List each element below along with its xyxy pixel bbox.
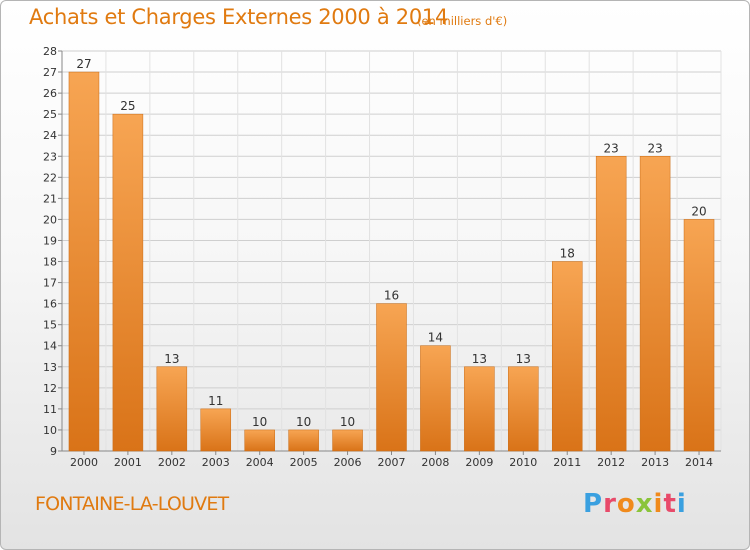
bar [156, 366, 188, 452]
data-label: 11 [208, 394, 223, 408]
x-tick-label: 2003 [202, 456, 230, 469]
x-tick-label: 2006 [334, 456, 362, 469]
bar [683, 219, 715, 452]
data-label: 27 [76, 57, 91, 71]
data-label: 18 [560, 247, 575, 261]
chart-title: Achats et Charges Externes 2000 à 2014 [29, 5, 449, 29]
x-tick-label: 2007 [378, 456, 406, 469]
y-tick-label: 15 [43, 319, 57, 332]
bar [288, 429, 319, 452]
x-tick-label: 2001 [114, 456, 142, 469]
x-tick-label: 2005 [290, 456, 318, 469]
y-tick-label: 19 [43, 234, 57, 247]
y-tick-label: 16 [43, 298, 57, 311]
axes: 9 10 11 12 13 14 15 16 17 18 19 20 21 22 23 24 25 26 27 28 2… [43, 45, 721, 469]
bar [244, 429, 275, 452]
y-tick-label: 12 [43, 382, 57, 395]
bar [68, 71, 100, 452]
x-tick-label: 2011 [553, 456, 581, 469]
x-tick-label: 2013 [641, 456, 669, 469]
data-label: 20 [691, 204, 706, 218]
y-tick-label: 18 [43, 256, 57, 269]
x-tick-label: 2014 [685, 456, 713, 469]
data-label: 23 [647, 141, 662, 155]
x-tick-label: 2009 [465, 456, 493, 469]
x-tick-label: 2004 [246, 456, 274, 469]
bar [376, 303, 407, 452]
y-tick-label: 28 [43, 45, 57, 58]
bar [508, 366, 539, 452]
data-label: 10 [252, 415, 267, 429]
bar [332, 429, 363, 452]
data-labels: 27 25 13 11 10 10 10 16 14 13 13 18 23 23 20 [76, 57, 706, 429]
y-tick-label: 23 [43, 150, 57, 163]
x-tick-label: 2000 [70, 456, 98, 469]
y-tick-label: 17 [43, 277, 57, 290]
y-tick-label: 11 [43, 403, 57, 416]
bar [200, 408, 232, 452]
data-label: 16 [384, 289, 399, 303]
data-label: 23 [604, 141, 619, 155]
x-tick-label: 2010 [509, 456, 537, 469]
bar [464, 366, 495, 452]
data-label: 10 [296, 415, 311, 429]
proxiti-logo[interactable]: Proxiti [583, 489, 687, 519]
y-tick-label: 24 [43, 129, 57, 142]
bar [112, 113, 144, 452]
y-tick-label: 9 [50, 445, 57, 458]
bar [420, 345, 451, 452]
data-label: 13 [516, 352, 531, 366]
x-tick-label: 2012 [597, 456, 625, 469]
commune-name: FONTAINE-LA-LOUVET [35, 493, 229, 515]
y-tick-label: 22 [43, 171, 57, 184]
bar [551, 261, 583, 452]
x-tick-label: 2002 [158, 456, 186, 469]
y-tick-label: 14 [43, 340, 57, 353]
y-tick-label: 21 [43, 192, 57, 205]
data-label: 13 [164, 352, 179, 366]
x-tick-label: 2008 [421, 456, 449, 469]
y-tick-label: 26 [43, 87, 57, 100]
y-tick-label: 13 [43, 361, 57, 374]
data-label: 14 [428, 331, 443, 345]
data-label: 25 [120, 99, 135, 113]
data-label: 10 [340, 415, 355, 429]
y-tick-label: 10 [43, 424, 57, 437]
bar [595, 156, 627, 452]
bar [639, 156, 671, 452]
y-tick-label: 27 [43, 66, 57, 79]
bars [68, 71, 715, 452]
data-label: 13 [472, 352, 487, 366]
y-tick-label: 25 [43, 108, 57, 121]
y-tick-label: 20 [43, 213, 57, 226]
chart-subtitle: (en milliers d'€) [417, 14, 508, 28]
